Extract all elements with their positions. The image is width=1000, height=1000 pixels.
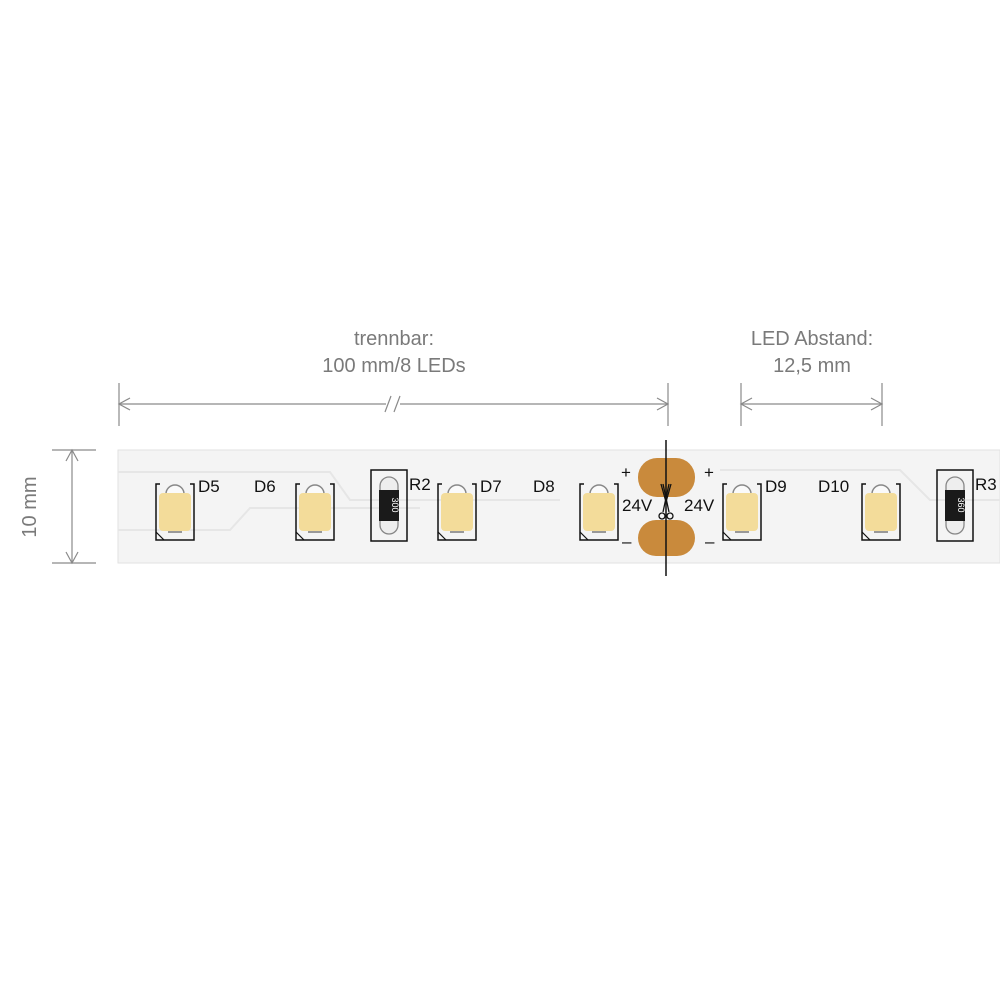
strip-body [117,449,1000,564]
led-label: D10 [818,477,849,496]
led-label: D7 [480,477,502,496]
led-d5: D5 [155,477,220,541]
resistor-code: 300 [390,497,400,512]
led-d10: D10 [818,477,901,541]
resistor-code: 360 [956,497,966,512]
led-d7: D7 [437,477,502,541]
led-label: D6 [254,477,276,496]
cut-interval-dimension [117,383,670,426]
led-d8: D8 [533,477,619,541]
scissors-icon [658,483,674,520]
minus-label-left: – [622,532,632,551]
led-label: D9 [765,477,787,496]
led-spacing-value: 12,5 mm [773,355,851,377]
led-spacing-title: LED Abstand: [751,328,873,350]
led-d6: D6 [254,477,335,541]
voltage-label-right: 24V [684,496,715,515]
led-spacing-dimension [739,383,884,426]
resistor-label: R2 [409,475,431,494]
plus-label-left: + [621,463,631,482]
width-dimension [52,448,96,565]
cut-interval-value: 100 mm/8 LEDs [322,355,465,377]
led-d9: D9 [722,477,787,541]
resistor-r3: 360 R3 [936,469,997,542]
plus-label-right: + [704,463,714,482]
cut-interval-title: trennbar: [354,328,434,350]
width-value: 10 mm [19,476,41,537]
voltage-label-left: 24V [622,496,653,515]
resistor-label: R3 [975,475,997,494]
led-label: D5 [198,477,220,496]
resistor-r2: 300 R2 [370,469,431,542]
led-label: D8 [533,477,555,496]
minus-label-right: – [705,532,715,551]
